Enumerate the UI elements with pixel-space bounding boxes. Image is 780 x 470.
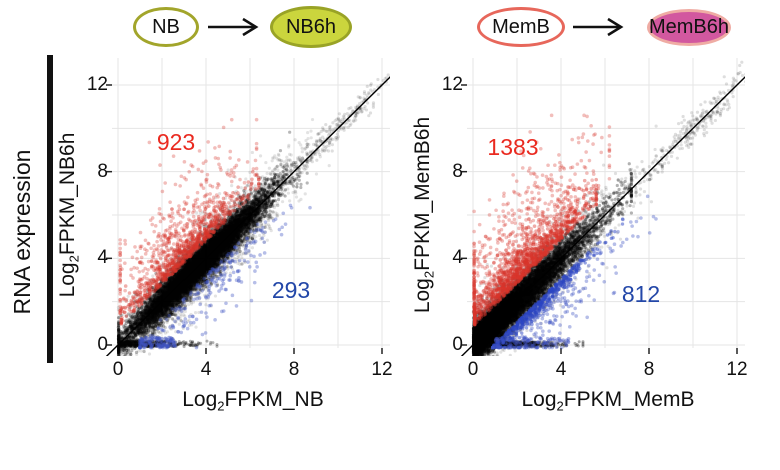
y-tick-label: 4: [97, 247, 108, 268]
nb-cell-label: NB: [152, 15, 180, 38]
y-axis-title: Log2FPKM_NB6h: [56, 132, 82, 298]
arrow-right-icon: [573, 17, 624, 37]
memb-cell-ellipse: MemB: [477, 7, 565, 47]
y-tick-label: 0: [452, 334, 463, 355]
memb6h-cell-ellipse: MemB6h: [647, 9, 731, 46]
down-count-annotation: 812: [621, 281, 661, 307]
x-tick-label: 0: [467, 359, 479, 380]
x-tick-label: 8: [643, 359, 655, 380]
nb-cell-ellipse: NB: [133, 7, 199, 47]
nb6h-cell-ellipse: NB6h: [270, 6, 352, 48]
plot-panel: Log2FPKM_NB6h Log2FPKM_NB 0 4 8 12 0 4 8…: [56, 58, 404, 428]
y-tick-label: 4: [452, 247, 463, 268]
x-tick-label: 8: [288, 359, 300, 380]
memb6h-cell-label: MemB6h: [648, 16, 730, 38]
up-count-annotation: 1383: [487, 134, 539, 160]
down-count-annotation: 293: [271, 277, 311, 303]
x-axis-title: Log2FPKM_NB: [182, 388, 324, 414]
x-axis-title: Log2FPKM_MemB: [521, 388, 695, 414]
y-tick-label: 12: [441, 74, 463, 95]
y-tick-label: 8: [452, 161, 463, 182]
y-axis-title: Log2FPKM_MemB6h: [411, 116, 437, 314]
y-tick-label: 8: [97, 161, 108, 182]
nb6h-cell-label: NB6h: [285, 15, 337, 38]
x-tick-label: 4: [200, 359, 212, 380]
section-bar: [47, 55, 53, 363]
memb-cell-label: MemB: [492, 15, 550, 38]
x-tick-label: 12: [371, 359, 393, 380]
rna-expression-label: RNA expression: [9, 149, 35, 315]
y-tick-label: 12: [86, 74, 108, 95]
plot-panel: Log2FPKM_MemB6h Log2FPKM_MemB 0 4 8 12 0…: [411, 58, 759, 428]
x-tick-label: 12: [726, 359, 748, 380]
arrow-right-icon: [208, 17, 259, 37]
scatter-canvas: [459, 58, 745, 356]
up-count-annotation: 923: [156, 129, 196, 155]
y-tick-label: 0: [97, 334, 108, 355]
x-tick-label: 0: [112, 359, 124, 380]
x-tick-label: 4: [555, 359, 567, 380]
scatter-canvas: [104, 58, 390, 356]
